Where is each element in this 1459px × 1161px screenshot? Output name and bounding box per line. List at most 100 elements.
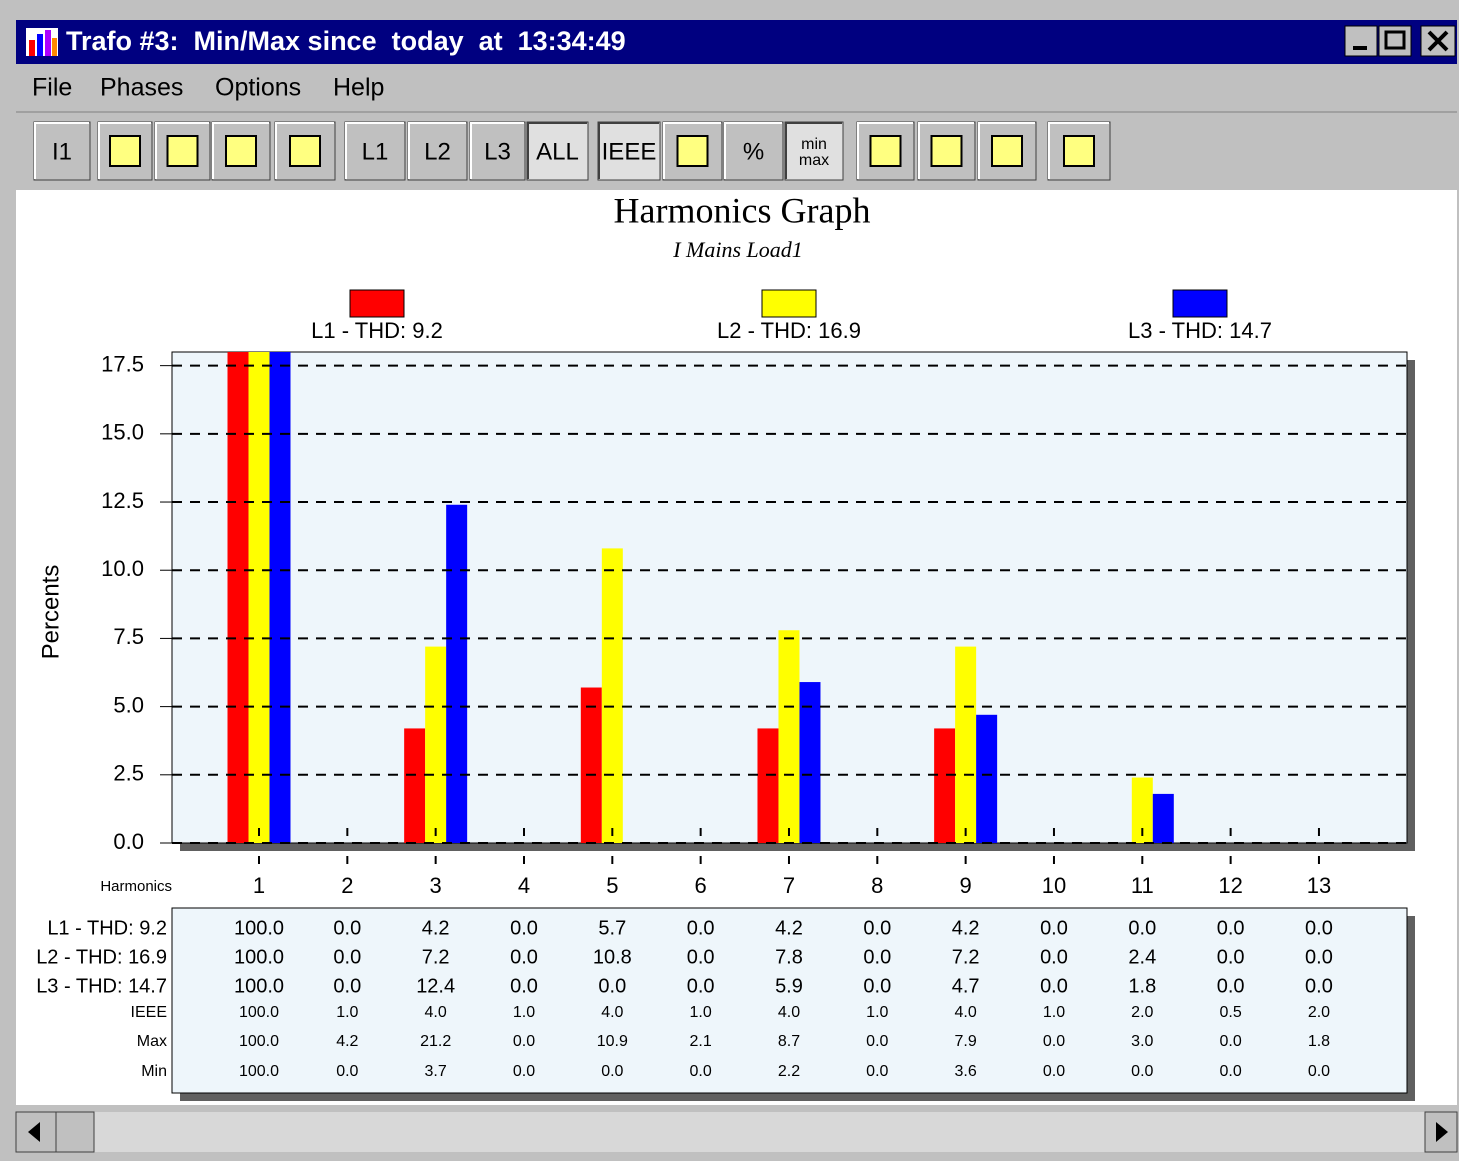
table-cell: 0.0 <box>690 1063 712 1080</box>
button-bevel <box>785 122 842 179</box>
bar <box>955 646 977 843</box>
toolbar-button[interactable] <box>723 121 784 181</box>
table-cell: 0.0 <box>1217 975 1245 997</box>
x-tick-label: 10 <box>1042 873 1066 898</box>
legend-swatch <box>1172 289 1228 318</box>
table-cell: 100.0 <box>239 1033 279 1050</box>
table-cell: 100.0 <box>239 1063 279 1080</box>
bar <box>425 646 447 843</box>
window-controls[interactable] <box>1344 25 1456 57</box>
table-cell: 4.2 <box>952 917 980 939</box>
toolbar-button[interactable] <box>784 121 844 181</box>
button-bevel <box>98 122 151 179</box>
table-cell: 5.7 <box>598 917 626 939</box>
table-cell: 0.0 <box>1040 975 1068 997</box>
table-row-label: L1 - THD: 9.2 <box>47 917 167 939</box>
button-bevel <box>212 122 269 179</box>
table-cell: 0.0 <box>1305 975 1333 997</box>
x-tick-label: 5 <box>606 873 618 898</box>
table-cell: 3.0 <box>1131 1033 1153 1050</box>
chart-subtitle: I Mains Load1 <box>672 237 803 262</box>
table-cell: 0.5 <box>1220 1004 1242 1021</box>
table-cell: 0.0 <box>1043 1033 1065 1050</box>
table-cell: 0.0 <box>863 917 891 939</box>
toolbar-label: I1 <box>52 138 72 165</box>
table-cell: 0.0 <box>1040 917 1068 939</box>
table-cell: 4.2 <box>336 1033 358 1050</box>
toolbar-button[interactable] <box>526 121 589 181</box>
table-cell: 0.0 <box>866 1033 888 1050</box>
legend-label: L2 - THD: 16.9 <box>717 318 861 343</box>
y-tick-label: 12.5 <box>101 488 144 513</box>
x-tick-label: 8 <box>871 873 883 898</box>
y-tick-label: 17.5 <box>101 351 144 376</box>
y-tick-label: 2.5 <box>113 761 144 786</box>
toolbar-button[interactable] <box>344 121 406 181</box>
toolbar-icon <box>991 135 1023 167</box>
table-cell: 10.9 <box>597 1033 628 1050</box>
button-bevel <box>408 122 466 179</box>
table-cell: 7.2 <box>422 946 450 968</box>
table-cell: 0.0 <box>513 1063 535 1080</box>
bar <box>757 728 779 843</box>
plot-layer <box>227 352 1174 843</box>
button-bevel <box>527 122 587 179</box>
bar <box>1152 793 1174 843</box>
table-cell: 100.0 <box>234 946 284 968</box>
table-cell: 0.0 <box>1043 1063 1065 1080</box>
table-cell: 7.8 <box>775 946 803 968</box>
toolbar-button[interactable] <box>407 121 468 181</box>
table-cell: 0.0 <box>1220 1033 1242 1050</box>
y-tick-label: 7.5 <box>113 624 144 649</box>
legend-label: L3 - THD: 14.7 <box>1128 318 1272 343</box>
menu-item[interactable]: Options <box>215 74 301 102</box>
table-row-label: L3 - THD: 14.7 <box>36 975 167 997</box>
toolbar-icon <box>1063 135 1095 167</box>
table-row-label: Min <box>141 1063 167 1080</box>
toolbar-label: % <box>743 138 764 165</box>
scroll-track[interactable] <box>16 1112 1457 1152</box>
scroll-thumb[interactable] <box>55 1111 95 1153</box>
table-cell: 0.0 <box>1308 1063 1330 1080</box>
table-cell: 0.0 <box>863 975 891 997</box>
toolbar-icon <box>166 135 199 167</box>
table-cell: 0.0 <box>1217 917 1245 939</box>
legend-label: L1 - THD: 9.2 <box>311 318 443 343</box>
table-cell: 0.0 <box>687 917 715 939</box>
table-cell: 21.2 <box>420 1033 451 1050</box>
table-cell: 0.0 <box>510 946 538 968</box>
toolbar-icon <box>676 135 709 167</box>
button-bevel <box>155 122 209 179</box>
bar <box>976 714 998 843</box>
table-cell: 2.0 <box>1131 1004 1153 1021</box>
button-bevel <box>724 122 782 179</box>
window-title: Trafo #3: Min/Max since today at 13:34:4… <box>66 26 626 56</box>
toolbar-label: min <box>801 136 827 153</box>
minimize-button[interactable] <box>1344 25 1378 57</box>
minimize-glyph <box>1353 46 1367 50</box>
x-axis-label: Harmonics <box>100 878 172 895</box>
toolbar-button[interactable] <box>597 121 661 181</box>
bar <box>799 682 821 843</box>
table-cell: 10.8 <box>593 946 632 968</box>
app-icon <box>26 28 58 56</box>
bar <box>778 630 800 843</box>
scrollbar[interactable] <box>15 1111 1458 1153</box>
table-cell: 0.0 <box>601 1063 623 1080</box>
legend-swatch <box>349 289 405 318</box>
table-cell: 5.9 <box>775 975 803 997</box>
table-cell: 0.0 <box>1040 946 1068 968</box>
menu-item[interactable]: Help <box>333 74 384 102</box>
table-cell: 12.4 <box>416 975 455 997</box>
bar <box>227 352 249 843</box>
menu-item[interactable]: Phases <box>100 74 183 102</box>
table-cell: 0.0 <box>510 975 538 997</box>
button-bevel <box>663 122 721 179</box>
button-bevel <box>470 122 524 179</box>
x-tick-label: 3 <box>430 873 442 898</box>
menu-item[interactable]: File <box>32 74 72 102</box>
table-cell: 0.0 <box>333 917 361 939</box>
table-cell: 0.0 <box>598 975 626 997</box>
table-row-label: IEEE <box>131 1004 167 1021</box>
